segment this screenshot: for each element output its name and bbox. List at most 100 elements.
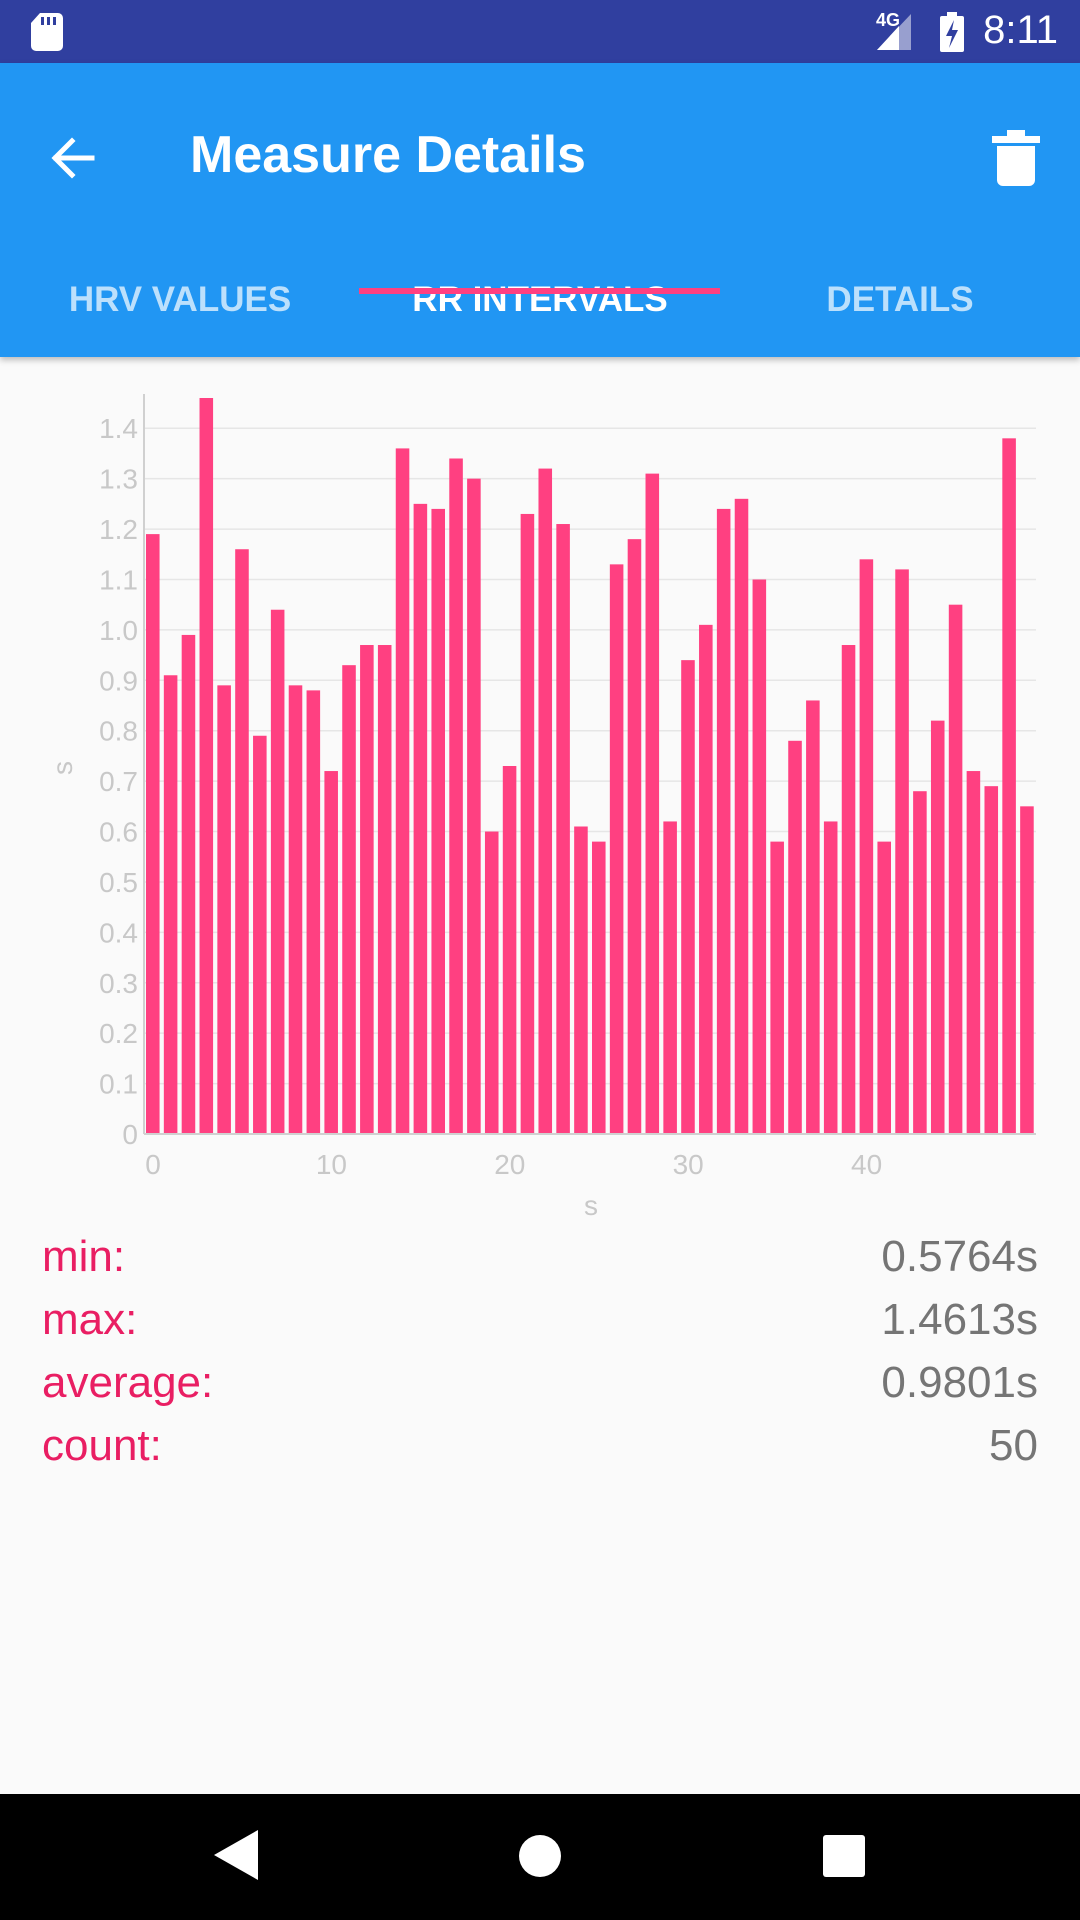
bar: [877, 841, 891, 1134]
x-tick-label: 40: [851, 1149, 882, 1180]
stat-value: 0.5764s: [881, 1231, 1038, 1281]
bar: [734, 498, 749, 1134]
bar: [467, 478, 481, 1134]
sd-card-icon: [31, 13, 63, 51]
x-tick-label: 30: [673, 1149, 704, 1180]
tab-bar: HRV VALUES RR INTERVALS DETAILS: [0, 257, 1080, 357]
bar: [181, 634, 196, 1134]
bar: [788, 740, 802, 1134]
y-tick-label: 1.0: [99, 615, 138, 646]
bar: [627, 539, 642, 1134]
network-type-label: 4G: [876, 10, 901, 30]
bar: [806, 700, 820, 1134]
y-tick-label: 1.3: [99, 464, 138, 495]
bar: [699, 624, 713, 1134]
bar: [163, 675, 178, 1134]
bar: [681, 660, 695, 1134]
stat-value: 1.4613s: [881, 1294, 1038, 1344]
bar: [823, 821, 838, 1134]
stat-label: min:: [42, 1231, 126, 1281]
bar: [413, 503, 428, 1134]
y-tick-label: 0.1: [99, 1069, 138, 1100]
bar: [235, 549, 249, 1134]
tab-hrv-values[interactable]: HRV VALUES: [68, 280, 292, 319]
bar: [306, 690, 321, 1134]
y-tick-label: 0.3: [99, 968, 138, 999]
bar: [288, 685, 303, 1134]
bar: [199, 398, 214, 1134]
stat-label: max:: [42, 1294, 138, 1344]
bar: [342, 665, 356, 1134]
arrow-left-icon[interactable]: [46, 131, 100, 185]
bar: [716, 508, 731, 1134]
bar: [377, 645, 392, 1134]
bar: [502, 766, 517, 1134]
x-tick-label: 10: [316, 1149, 347, 1180]
bar: [841, 645, 856, 1134]
chart-bars: [146, 398, 1034, 1135]
y-tick-label: 1.2: [99, 514, 138, 545]
y-tick-label: 0.4: [99, 917, 138, 948]
stat-row-count: count: 50: [42, 1414, 1038, 1477]
nav-back-icon[interactable]: [214, 1830, 258, 1880]
bar: [217, 685, 231, 1134]
bar: [520, 513, 535, 1134]
bar: [966, 771, 981, 1134]
app-bar: Measure Details HRV VALUES RR INTERVALS …: [0, 63, 1080, 357]
bar: [324, 771, 338, 1134]
bar: [913, 791, 927, 1134]
x-axis-label: s: [584, 1190, 598, 1220]
chart-tick-labels: 0 0.1 0.2 0.3 0.4 0.5 0.6 0.7 0.8 0.9 1.0 1.1 1.2 1.3…: [99, 413, 882, 1180]
bar: [449, 458, 463, 1134]
status-bar: 4G 8:11: [0, 0, 1080, 63]
bar: [270, 609, 285, 1134]
x-tick-label: 0: [145, 1149, 161, 1180]
stat-value: 0.9801s: [881, 1357, 1038, 1407]
bar: [538, 468, 553, 1135]
tab-indicator: [359, 288, 720, 294]
y-tick-label: 0.2: [99, 1018, 138, 1049]
bar: [663, 821, 677, 1134]
nav-home-icon[interactable]: [518, 1834, 562, 1878]
page-title: Measure Details: [190, 126, 586, 184]
bar: [895, 569, 909, 1134]
bar: [859, 559, 874, 1134]
stat-row-min: min: 0.5764s: [42, 1225, 1038, 1288]
y-tick-label: 0.8: [99, 716, 138, 747]
bar: [574, 826, 588, 1134]
system-nav-bar: [0, 1794, 1080, 1920]
y-tick-label: 0.6: [99, 817, 138, 848]
bar: [431, 508, 445, 1134]
bar: [930, 720, 945, 1134]
signal-icon: [877, 14, 911, 50]
tab-details[interactable]: DETAILS: [826, 280, 974, 319]
tab-rr-intervals[interactable]: RR INTERVALS: [412, 280, 668, 319]
stat-row-max: max: 1.4613s: [42, 1288, 1038, 1351]
bar: [556, 524, 570, 1134]
chart-axes: [143, 394, 1036, 1135]
y-tick-label: 0.5: [99, 867, 138, 898]
y-tick-label: 0.9: [99, 665, 138, 696]
bar: [645, 473, 660, 1134]
bar: [1002, 438, 1016, 1135]
y-tick-label: 1.4: [99, 413, 138, 444]
y-tick-label: 0: [122, 1119, 138, 1150]
bar: [609, 564, 624, 1134]
nav-recents-icon[interactable]: [822, 1834, 866, 1878]
bar: [752, 579, 767, 1134]
trash-icon[interactable]: [990, 129, 1042, 187]
x-tick-label: 20: [494, 1149, 525, 1180]
bar: [984, 786, 999, 1134]
bar: [592, 841, 606, 1134]
bar: [360, 645, 374, 1134]
stats-list: min: 0.5764s max: 1.4613s average: 0.980…: [42, 1225, 1038, 1477]
bar: [770, 841, 784, 1134]
clock: 8:11: [983, 8, 1058, 52]
y-tick-label: 1.1: [99, 564, 138, 595]
y-tick-label: 0.7: [99, 766, 138, 797]
rr-interval-chart: 0 0.1 0.2 0.3 0.4 0.5 0.6 0.7 0.8 0.9 1.0 1.1 1.2 1.3…: [47, 394, 1036, 1220]
stat-label: count:: [42, 1420, 162, 1470]
bar: [395, 448, 410, 1134]
y-axis-label: s: [47, 761, 78, 775]
bar: [146, 534, 160, 1134]
